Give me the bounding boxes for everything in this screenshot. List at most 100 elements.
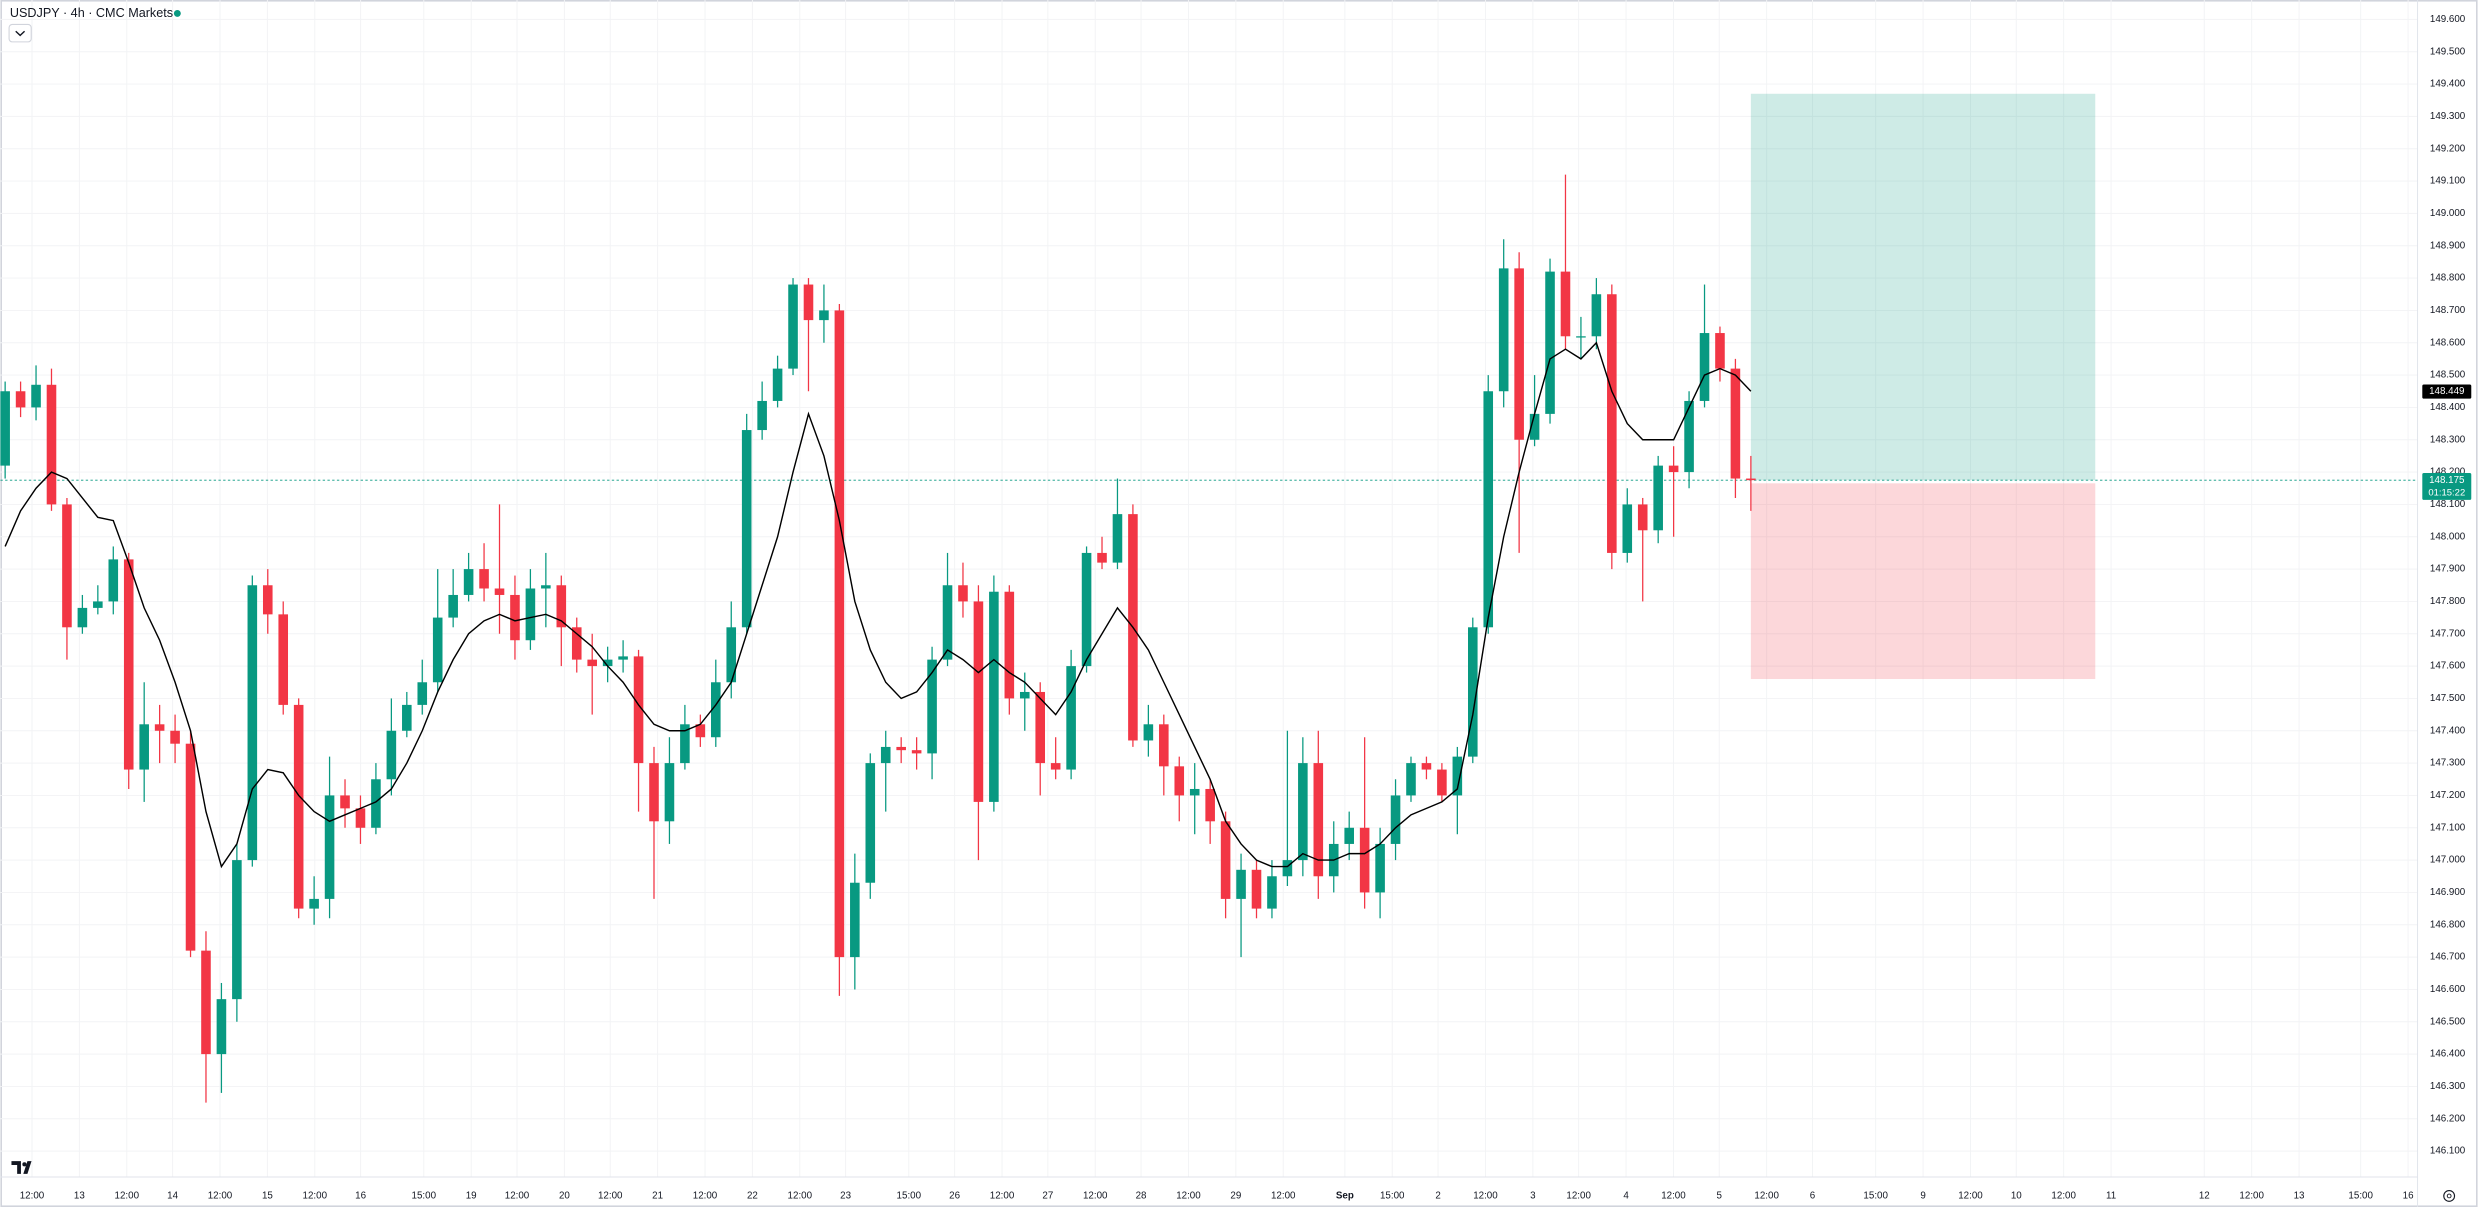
candle-body [1344, 827, 1354, 844]
candle-body [293, 704, 304, 909]
candle-body [1159, 724, 1169, 767]
stop-zone [1750, 483, 2096, 680]
y-tick-label: 148.500 [2430, 370, 2466, 381]
x-tick-label: 12:00 [208, 1191, 233, 1202]
settings-icon[interactable] [2443, 1190, 2456, 1202]
x-tick-label: 14 [167, 1191, 178, 1202]
candle-body [1251, 869, 1262, 909]
settings-button[interactable] [2443, 1190, 2456, 1202]
logo-icon[interactable] [11, 1161, 32, 1174]
x-tick-label: 12:00 [788, 1191, 813, 1202]
x-tick-label: 2 [1435, 1191, 1440, 1202]
candle-body [1622, 504, 1633, 553]
candle-body [1591, 294, 1602, 337]
candle-body [927, 659, 937, 754]
tradingview-logo[interactable] [11, 1161, 32, 1174]
candle-body [1004, 591, 1015, 699]
candle-body [62, 504, 72, 628]
x-tick-label: 12:00 [505, 1191, 530, 1202]
legend-toggle[interactable] [8, 23, 32, 43]
candle-body [1174, 766, 1185, 796]
candle-body [1746, 478, 1756, 481]
candle-body [123, 559, 134, 770]
candle-body [772, 368, 783, 401]
y-tick-label: 146.300 [2430, 1081, 2466, 1092]
x-tick-label: 12:00 [303, 1191, 328, 1202]
candle-body [340, 795, 350, 809]
y-tick-label: 149.100 [2430, 176, 2466, 187]
x-tick-label: 12:00 [693, 1191, 718, 1202]
candle-body [942, 585, 953, 660]
candle-body [1715, 333, 1725, 369]
candle-body [664, 763, 675, 822]
x-tick-label: 12:00 [20, 1191, 45, 1202]
x-tick-label: 11 [2106, 1191, 2116, 1202]
status-dot [173, 9, 181, 17]
y-tick-label: 149.500 [2430, 46, 2466, 57]
grid [0, 0, 2418, 1177]
x-tick-label: 6 [1810, 1191, 1816, 1202]
candle-body [1406, 763, 1416, 796]
y-tick-label: 146.600 [2430, 984, 2466, 995]
last-price-label: 148.175 [2429, 475, 2465, 486]
candle-body [880, 746, 891, 764]
x-tick-label: 5 [1717, 1191, 1723, 1202]
candle-body [0, 391, 10, 466]
candle-body [201, 950, 211, 1055]
candle-body [680, 724, 690, 764]
x-tick-label: 4 [1623, 1191, 1629, 1202]
axes: 149.600 149.500 149.400 149.300 149.200 149.1… [20, 14, 2472, 1202]
candle-body [1189, 788, 1200, 796]
y-tick-label: 146.700 [2430, 952, 2466, 963]
candle-body [494, 588, 505, 595]
candle-body [1220, 821, 1231, 899]
candle-body [1514, 268, 1524, 440]
candle-body [618, 656, 628, 660]
candle-body [973, 601, 984, 802]
x-tick-label: 12:00 [2239, 1191, 2264, 1202]
candle-body [1298, 763, 1308, 861]
candle-body [1653, 465, 1663, 531]
candle-body [1529, 413, 1540, 440]
y-tick-label: 148.900 [2430, 240, 2466, 251]
y-tick-label: 147.500 [2430, 693, 2466, 704]
candle-body [850, 882, 860, 958]
candle-body [1236, 869, 1246, 899]
x-tick-label: 26 [949, 1191, 960, 1202]
x-tick-label: 23 [840, 1191, 851, 1202]
y-tick-label: 147.800 [2430, 596, 2466, 607]
candle-body [819, 310, 829, 321]
candle-body [371, 779, 381, 828]
x-tick-label: 29 [1230, 1191, 1241, 1202]
y-tick-label: 146.800 [2430, 919, 2466, 930]
y-tick-label: 147.600 [2430, 661, 2466, 672]
candle-body [1684, 400, 1694, 473]
ma-price-box [2422, 384, 2472, 399]
x-tick-label: 15:00 [2348, 1191, 2373, 1202]
x-tick-label: 13 [74, 1191, 85, 1202]
candle-body [1375, 843, 1385, 893]
x-tick-label: 12 [2199, 1191, 2210, 1202]
candle-body [278, 614, 289, 705]
candle-body [633, 656, 644, 764]
y-tick-label: 147.200 [2430, 790, 2466, 801]
x-tick-label: 12:00 [1958, 1191, 1983, 1202]
plot [0, 93, 2418, 1103]
candle-body [788, 284, 798, 369]
y-tick-label: 146.100 [2430, 1146, 2466, 1157]
candle-body [1097, 552, 1107, 563]
y-tick-label: 148.300 [2430, 434, 2466, 445]
candle-body [1313, 763, 1324, 877]
candle-body [479, 569, 489, 589]
candle-body [1483, 391, 1494, 628]
toggle-button[interactable] [8, 23, 32, 43]
candle-body [139, 724, 149, 770]
ma-price-label: 148.449 [2429, 386, 2464, 397]
candle-body [1066, 666, 1076, 770]
candle-body [1205, 788, 1215, 822]
candle-body [448, 594, 458, 618]
candle-body [77, 607, 88, 628]
x-tick-label: 12:00 [1661, 1191, 1686, 1202]
